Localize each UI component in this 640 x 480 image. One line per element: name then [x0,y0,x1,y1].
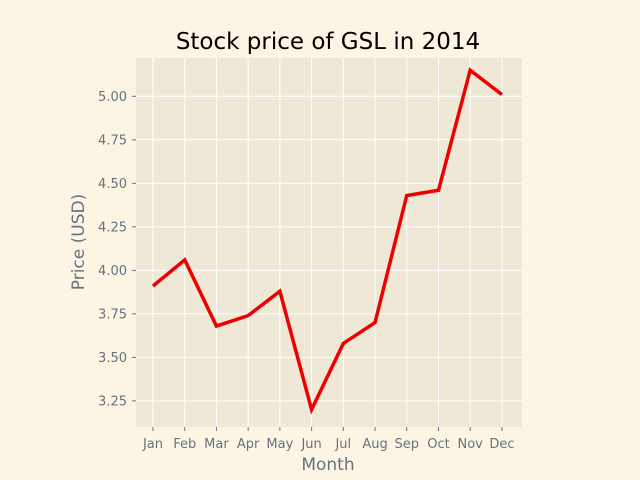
y-tick-label: 4.50 [98,177,127,192]
x-tick-label: Sep [395,437,420,452]
x-tick-label: Jan [142,437,163,452]
y-tick-label: 4.00 [98,264,127,279]
y-axis-label: Price (USD) [69,194,89,290]
x-tick-label: May [266,437,293,452]
y-tick-label: 5.00 [98,90,127,105]
x-tick-label: Dec [489,437,514,452]
x-tick-label: Apr [237,437,260,452]
x-tick-label: Feb [173,437,196,452]
x-tick-label: Oct [427,437,449,452]
y-tick-label: 3.50 [98,351,127,366]
grid-lines [136,58,522,427]
x-tick-label: Mar [204,437,229,452]
y-tick-label: 3.75 [98,307,127,322]
series-group [151,67,503,415]
y-tick-label: 4.25 [98,220,127,235]
x-tick-label: Jun [300,437,321,452]
y-tick-label: 3.25 [98,394,127,409]
price-line [151,67,503,415]
y-axis-ticks: 3.25 3.50 3.75 4.00 4.25 4.50 4.75 5.00 [98,90,136,409]
x-tick-label: Aug [362,437,387,452]
y-tick-label: 4.75 [98,133,127,148]
chart-title: Stock price of GSL in 2014 [176,29,480,55]
x-tick-label: Jul [334,437,351,452]
x-axis-ticks: Jan Feb Mar Apr May Jun Jul Aug Sep Oct Nov Dec [142,427,514,452]
x-axis-label: Month [301,455,354,475]
x-tick-label: Nov [458,437,484,452]
